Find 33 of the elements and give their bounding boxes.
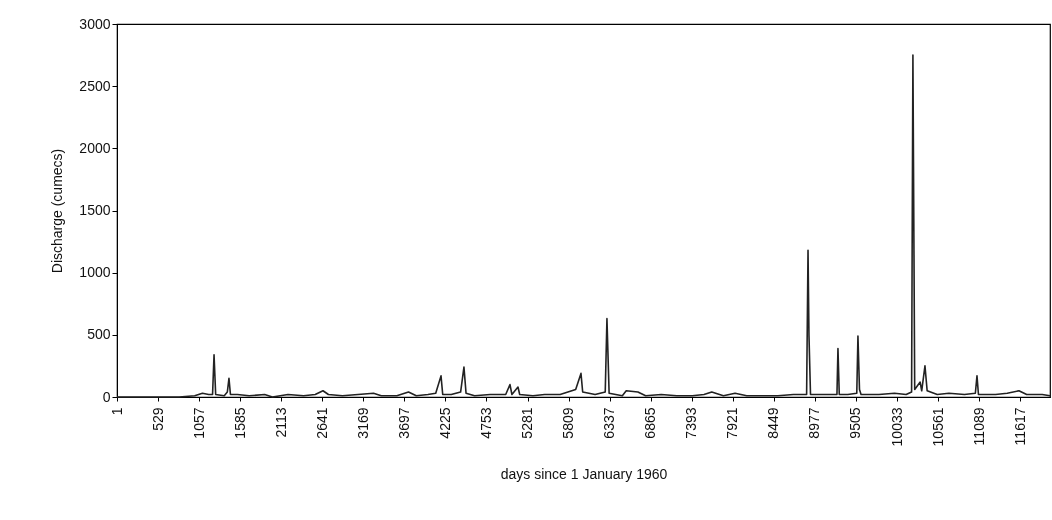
x-tick-label: 11089 xyxy=(970,407,987,446)
x-tick-label: 6865 xyxy=(642,407,659,439)
x-tick-label: 4225 xyxy=(436,407,453,439)
x-tick-label: 1585 xyxy=(231,407,248,439)
y-tick-label: 500 xyxy=(87,326,111,343)
line-series xyxy=(116,54,1051,398)
y-tick-label: 2500 xyxy=(79,77,111,94)
x-tick-label: 3697 xyxy=(395,407,412,439)
x-tick-label: 5281 xyxy=(519,407,536,439)
y-tick-label: 1500 xyxy=(79,202,111,218)
x-tick-label: 8449 xyxy=(765,407,782,439)
x-axis-title: days since 1 January 1960 xyxy=(500,466,668,483)
x-tick-label: 3169 xyxy=(354,407,371,439)
x-tick-label: 11617 xyxy=(1011,407,1028,446)
y-axis-title: Discharge (cumecs) xyxy=(49,148,66,274)
x-tick-label: 2641 xyxy=(313,407,330,439)
x-tick-label: 6337 xyxy=(601,407,618,439)
y-tick-label: 0 xyxy=(102,388,111,405)
x-tick-label: 2113 xyxy=(272,407,289,438)
x-tick-label: 1 xyxy=(108,407,125,416)
x-tick-label: 8977 xyxy=(806,407,823,439)
x-tick-label: 10561 xyxy=(929,407,946,447)
x-tick-label: 9505 xyxy=(847,407,864,439)
x-tick-label: 4753 xyxy=(478,407,494,439)
y-tick-label: 1000 xyxy=(79,264,111,281)
y-tick-label: 3000 xyxy=(79,15,111,32)
y-tick-label: 2000 xyxy=(79,139,111,156)
x-tick-label: 5809 xyxy=(560,407,577,439)
x-tick-label: 1057 xyxy=(190,407,207,439)
x-tick-label: 529 xyxy=(149,407,166,431)
x-tick-label: 7921 xyxy=(724,407,741,439)
x-tick-label: 7393 xyxy=(683,407,700,439)
x-tick-label: 10033 xyxy=(888,407,905,447)
